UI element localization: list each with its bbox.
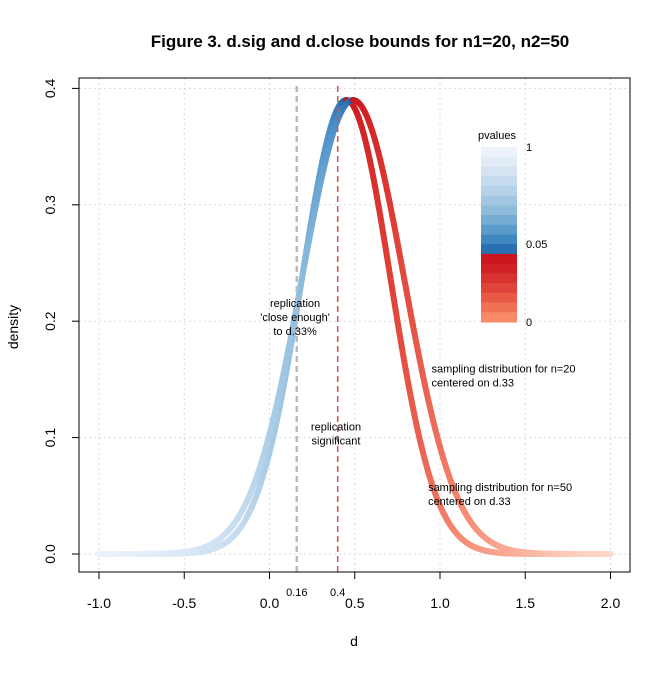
legend-swatch	[481, 147, 517, 157]
legend-swatch	[481, 293, 517, 303]
y-tick-label: 0.4	[42, 78, 58, 98]
legend-swatch	[481, 225, 517, 235]
x-tick-label: 0.0	[260, 595, 280, 611]
annotation-text: centered on d.33	[428, 496, 511, 508]
annotations: replication 'close enough' to d.33% replica…	[260, 298, 575, 508]
legend: pvalues 1 0.05 0	[478, 130, 547, 329]
legend-swatch	[481, 254, 517, 264]
x-axis-label: d	[350, 633, 358, 649]
legend-swatch	[481, 186, 517, 196]
x-tick-label: 2.0	[601, 595, 621, 611]
annotation-text: replication	[311, 422, 361, 434]
legend-swatch	[481, 273, 517, 283]
legend-swatch	[481, 205, 517, 215]
annotation-text: sampling distribution for n=50	[428, 482, 572, 494]
legend-swatch	[481, 157, 517, 167]
grid	[79, 78, 630, 572]
y-tick-label: 0.0	[42, 544, 58, 564]
annotation-text: significant	[312, 436, 361, 448]
x-tick-label: 1.0	[430, 595, 450, 611]
legend-swatch	[481, 312, 517, 322]
y-tick-label: 0.3	[42, 195, 58, 215]
x-tick-label: 0.5	[345, 595, 365, 611]
x-tick-label: 1.5	[516, 595, 536, 611]
annotation-text: replication	[270, 298, 320, 310]
legend-swatch	[481, 215, 517, 225]
reference-lines: 0.16 0.4	[286, 86, 345, 599]
vline-label: 0.16	[286, 587, 307, 599]
y-axis-label: density	[5, 305, 21, 349]
legend-swatch	[481, 235, 517, 245]
legend-swatch	[481, 264, 517, 274]
legend-swatch	[481, 196, 517, 206]
chart-title: Figure 3. d.sig and d.close bounds for n…	[151, 32, 570, 51]
x-tick-label: -0.5	[172, 595, 196, 611]
y-tick-label: 0.1	[42, 428, 58, 448]
annotation-text: to d.33%	[273, 326, 317, 338]
x-tick-label: -1.0	[87, 595, 111, 611]
legend-tick-label: 1	[526, 142, 532, 154]
legend-swatch	[481, 176, 517, 186]
annotation-text: 'close enough'	[260, 312, 330, 324]
axes: -1.0 -0.5 0.0 0.5 1.0 1.5 2.0 0.0 0.1 0.2 0.3 0.4	[42, 78, 620, 611]
legend-swatch	[481, 283, 517, 293]
y-tick-label: 0.2	[42, 311, 58, 331]
legend-swatch	[481, 303, 517, 313]
annotation-text: sampling distribution for n=20	[431, 363, 575, 375]
legend-tick-label: 0.05	[526, 239, 547, 251]
legend-swatch	[481, 166, 517, 176]
legend-tick-label: 0	[526, 317, 532, 329]
legend-swatch	[481, 244, 517, 254]
annotation-text: centered on d.33	[431, 377, 514, 389]
legend-title: pvalues	[478, 130, 516, 142]
vline-label: 0.4	[330, 587, 345, 599]
